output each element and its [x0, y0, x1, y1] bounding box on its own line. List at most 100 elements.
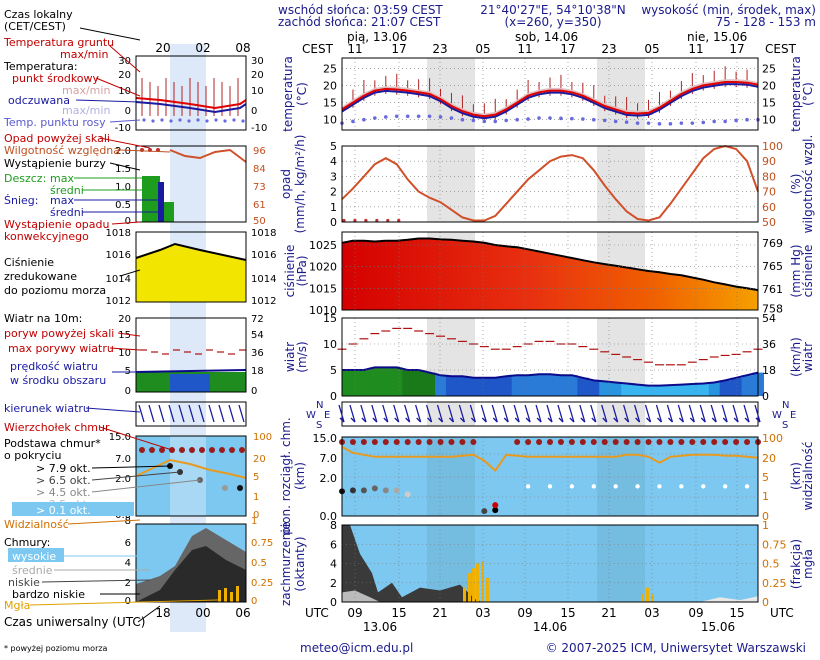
cloud-top-dot — [448, 439, 455, 445]
fog-bar — [476, 563, 479, 602]
fog-bar — [641, 594, 644, 602]
legend-cover-tick-left: 6 — [125, 538, 131, 549]
precip-tick-left: 3 — [330, 170, 337, 183]
wind-direction-arrow — [339, 417, 345, 423]
cover-tick-left: 4 — [330, 558, 337, 571]
pressure-axis-label-left: ciśnienie — [283, 245, 297, 298]
wind-direction-arrow — [404, 404, 411, 423]
legend-visibility-line — [135, 458, 247, 479]
wind-direction-arrow — [393, 404, 400, 423]
legend-mid-clouds: średnie — [12, 564, 53, 577]
cloud-top-dot — [393, 439, 400, 445]
cloud-top-dot — [601, 439, 608, 445]
cloud-panel-frame — [341, 436, 759, 517]
wind-speed-bar — [741, 375, 754, 396]
legend-direction-arrow — [218, 404, 225, 423]
storm-marker — [353, 218, 357, 223]
legend-feels-max-min: max/min — [62, 104, 110, 117]
wind-direction-arrow — [371, 404, 378, 423]
cloud-base-dot — [547, 484, 553, 489]
hour-label-top: 05 — [644, 42, 659, 56]
wind-speed-bar — [533, 374, 546, 396]
wind-speed-bar — [708, 382, 721, 396]
dew-point-dot — [613, 119, 618, 124]
cloud-top-dot — [437, 439, 444, 445]
legend-precip-tick-left: 0.5 — [115, 200, 131, 211]
legend-leader-line — [75, 99, 141, 103]
visibility-axis-label-right: widzialność — [801, 442, 815, 511]
legend-cloud-base-dot — [222, 485, 228, 491]
legend-low-cloud-area — [136, 546, 246, 602]
utc-label-left: UTC — [305, 606, 329, 620]
legend-humidity-tick-right: 96 — [253, 146, 266, 157]
legend-temp-tick-left: 30 — [118, 56, 131, 67]
cloud-top-dot — [536, 439, 543, 445]
wind-direction-arrow — [657, 417, 662, 423]
wind-speed-bar — [719, 380, 732, 396]
wind-direction-arrow — [633, 404, 641, 423]
cloud-top-dot — [470, 439, 477, 445]
legend-wind-tick-left: 10 — [118, 348, 131, 359]
legend-utc-hour: 18 — [155, 606, 170, 620]
dew-point-dot — [416, 114, 421, 119]
legend-rain-bar — [152, 176, 160, 222]
legend-rain: Deszcz: — [4, 172, 46, 185]
wind-speed-bar — [675, 384, 688, 396]
wind-speed-bar — [632, 384, 644, 396]
fog-bar — [472, 568, 475, 602]
cloud-top-dot — [590, 439, 597, 445]
humidity-tick-right: 50 — [762, 216, 776, 229]
wind-direction-arrow — [755, 417, 761, 423]
legend-panel-frame — [135, 401, 247, 427]
legend-snow-bar — [158, 182, 164, 222]
legend-cloud-top-dot — [179, 447, 185, 453]
wind-speed-bar — [610, 382, 622, 396]
legend-wind-tick-left: 15 — [118, 330, 131, 341]
sunset-text: zachód słońca: 21:07 CEST — [278, 15, 441, 29]
wind-speed-bar — [544, 374, 556, 396]
dew-point-dot — [405, 114, 410, 119]
legend-utc-hour: 00 — [195, 606, 210, 620]
legend-okt-79: > 7.9 okt. — [36, 462, 91, 475]
hour-label-top: 11 — [517, 42, 532, 56]
legend-leader-line — [91, 465, 171, 469]
wind-direction-arrow — [591, 417, 597, 423]
hour-label-top: 23 — [601, 42, 616, 56]
coordinates-text: 21°40'27"E, 54°10'38"N — [480, 3, 625, 17]
wind-direction-arrow — [458, 404, 466, 423]
visibility-tick-right: 5 — [762, 471, 769, 484]
dew-point-dot — [351, 119, 355, 124]
compass-e-left: E — [324, 410, 330, 421]
wind-speed-bar — [347, 370, 359, 396]
legend-dew-dot — [169, 119, 173, 123]
precip-tick-left: 4 — [330, 155, 337, 168]
wind-axis-unit-right: (km/h) — [789, 337, 803, 377]
dew-point-dot — [570, 116, 574, 121]
fog-bar — [486, 577, 489, 602]
legend-direction-arrow — [198, 404, 205, 423]
legend-leader-line — [29, 599, 219, 606]
legend-cloud-top-dot — [209, 447, 215, 453]
legend-low-clouds: niskie — [8, 576, 40, 589]
temp-tick-right: 20 — [762, 79, 776, 92]
wind-direction-arrow — [646, 417, 651, 423]
hour-label-bottom: 09 — [688, 606, 703, 620]
legend-direction-arrow — [208, 404, 215, 423]
cloud-base-dot — [635, 484, 640, 489]
pressure-area — [342, 238, 758, 310]
humidity-tick-right: 60 — [762, 201, 776, 214]
legend-pressure-line — [135, 242, 247, 261]
wind-direction-arrow — [514, 417, 520, 423]
cloud-tick-left: 0.0 — [320, 510, 338, 523]
legend-fog-tick-right: 0.25 — [251, 578, 273, 589]
visibility-tick-right: 20 — [762, 452, 776, 465]
legend-temp-line — [135, 97, 247, 110]
fog-axis-label-right: mgła — [801, 549, 815, 579]
legend-press-tick-left: 1016 — [106, 250, 131, 261]
legend-temp-tick-right: 30 — [251, 56, 264, 67]
legend-panel-frame — [135, 55, 247, 131]
wind-direction-arrow — [502, 404, 509, 423]
legend-temp-tick-right: 10 — [251, 86, 264, 97]
compass-w-right: W — [772, 410, 782, 421]
cloud-top-dot — [623, 439, 630, 445]
